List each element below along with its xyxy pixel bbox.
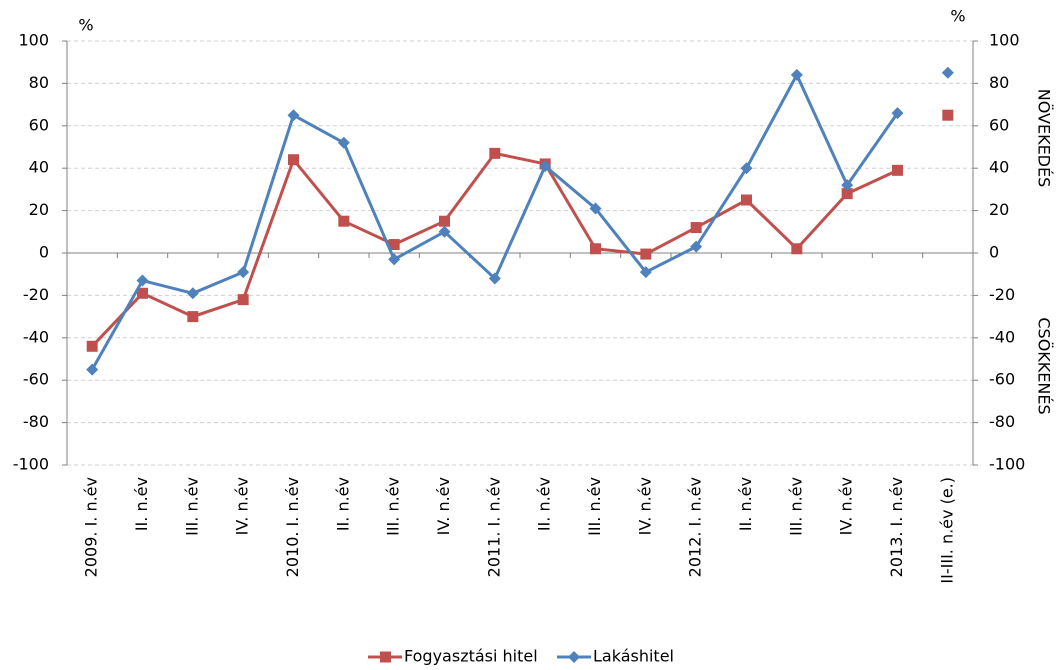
y-tick-label: -20 [23,285,49,304]
marker [287,109,300,122]
x-tick-label: II. n.év [333,477,352,531]
marker [489,147,501,159]
y2-tick-label: -40 [989,327,1015,346]
marker [791,243,803,255]
x-tick-label: IV. n.év [635,477,654,535]
x-tick-label: 2009. I. n.év [82,477,101,577]
y-tick-label: -100 [13,455,49,474]
x-tick-label: II. n.év [736,477,755,531]
y-tick-label: 80 [29,73,49,92]
y2-tick-label: -60 [989,370,1015,389]
series-line [91,151,899,348]
y-tick-label: -60 [23,370,49,389]
marker [388,239,400,251]
y2-tick-label: 40 [989,158,1009,177]
marker [86,363,99,376]
marker [488,272,501,285]
y2-tick-label: 100 [989,31,1020,50]
y-tick-label: -40 [23,327,49,346]
y2-axis-label: % [950,7,965,26]
marker [539,160,552,173]
marker [740,162,753,175]
marker [237,294,249,306]
legend-label: Fogyasztási hitel [404,647,538,666]
x-tick-label: IV. n.év [233,477,252,535]
annotation: NÖVEKEDÉS [1035,89,1054,188]
x-tick-label: 2013. I. n.év [887,477,906,577]
y2-tick-label: 80 [989,73,1009,92]
x-tick-label: IV. n.év [434,477,453,535]
y-axis-label: % [78,16,93,35]
marker [790,68,803,81]
legend-label: Lakáshitel [593,647,674,666]
marker [892,164,903,176]
y-tick-label: 60 [29,115,49,134]
x-tick-label: III. n.év [182,477,201,536]
x-tick-label: III. n.év [786,477,805,536]
y-tick-label: 40 [29,158,49,177]
marker [137,287,148,299]
marker [86,340,98,352]
legend-marker [568,651,580,663]
y2-tick-label: -20 [989,285,1015,304]
marker [288,154,299,166]
x-tick-label: II. n.év [132,477,151,531]
marker [639,266,652,279]
x-tick-label: III. n.év [585,477,604,536]
x-tick-label: 2012. I. n.év [686,477,705,577]
y2-tick-label: 0 [989,243,999,262]
y-tick-label: 20 [29,200,49,219]
marker [841,179,854,192]
y-tick-label: -80 [23,412,49,431]
marker [891,107,904,120]
annotation: CSÖKKENÉS [1035,317,1054,414]
y2-tick-label: -100 [989,455,1025,474]
x-tick-label: 2010. I. n.év [283,477,302,577]
marker [187,311,199,323]
marker [186,287,199,300]
marker [690,240,703,253]
marker [338,215,350,227]
y2-tick-label: -80 [989,412,1015,431]
marker [589,202,602,215]
marker [640,248,652,260]
legend-marker [380,651,391,663]
y2-tick-label: 20 [989,200,1009,219]
marker [942,109,954,121]
marker [590,243,601,255]
marker [438,225,451,238]
x-tick-label: II-III. n.év (e.) [937,477,956,584]
y-tick-label: 0 [39,243,49,262]
marker [690,222,702,234]
marker [741,194,752,206]
x-tick-label: IV. n.év [837,477,856,535]
marker [388,253,401,266]
marker [941,66,954,79]
marker [841,188,853,200]
x-tick-label: II. n.év [535,477,554,531]
series-line [90,71,899,371]
marker [237,266,250,279]
x-tick-label: III. n.év [384,477,403,536]
marker [136,274,149,287]
y2-tick-label: 60 [989,115,1009,134]
marker [337,136,350,149]
y-tick-label: 100 [18,31,49,50]
x-tick-label: 2011. I. n.év [484,477,503,577]
marker [439,215,450,227]
